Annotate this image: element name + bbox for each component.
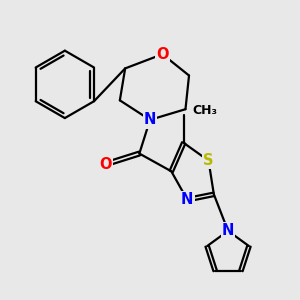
- Text: N: N: [181, 192, 194, 207]
- Text: O: O: [99, 157, 112, 172]
- Text: CH₃: CH₃: [193, 104, 217, 117]
- Text: N: N: [222, 224, 234, 238]
- Text: O: O: [156, 47, 169, 62]
- Text: S: S: [203, 153, 214, 168]
- Text: N: N: [144, 112, 156, 127]
